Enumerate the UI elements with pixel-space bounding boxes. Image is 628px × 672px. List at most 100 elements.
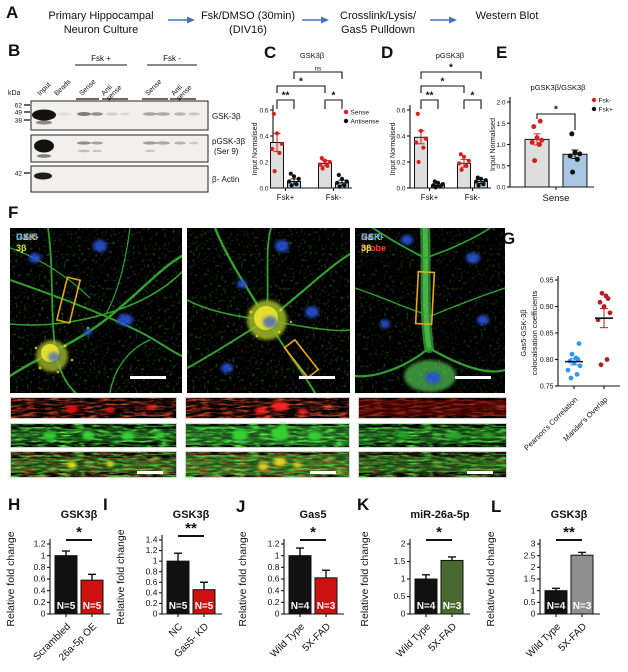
- legend-marker: [343, 118, 349, 124]
- data-point: [344, 179, 349, 184]
- protein-band: [34, 139, 54, 153]
- svg-text:1.5: 1.5: [524, 574, 536, 584]
- svg-text:1: 1: [531, 585, 536, 595]
- protein-band: [189, 141, 199, 145]
- lane-label: Sense: [144, 78, 163, 97]
- x-tick-label: Wild Type: [394, 621, 433, 660]
- svg-text:1.2: 1.2: [268, 539, 280, 549]
- svg-text:0.5: 0.5: [394, 591, 406, 601]
- data-point: [440, 182, 445, 187]
- treatment-group-label: Fsk -: [163, 54, 181, 63]
- data-point: [271, 111, 276, 116]
- data-point: [574, 156, 580, 162]
- significance-bracket: [293, 71, 343, 79]
- bar: [524, 138, 550, 188]
- x-tick-label: Fsk+: [421, 193, 439, 202]
- strip-green-3: [358, 423, 507, 448]
- x-tick-label: Pearson's Correlation: [522, 395, 579, 452]
- n-label: N=5: [83, 601, 102, 612]
- significance-bracket: [276, 85, 326, 93]
- data-point: [565, 367, 571, 373]
- protein-band: [143, 112, 157, 116]
- data-point: [598, 362, 604, 368]
- panel-label-h: H: [8, 495, 21, 514]
- data-point: [461, 154, 467, 159]
- data-point: [476, 183, 481, 188]
- channel-label: GSK-3β: [361, 232, 384, 253]
- svg-text:2.5: 2.5: [524, 550, 536, 560]
- legend-marker: [591, 97, 597, 103]
- scale-bar: [467, 471, 493, 474]
- flow-step-pulldown: Crosslink/Lysis/ Gas5 Pulldown: [330, 10, 426, 38]
- n-label: N=5: [57, 601, 76, 612]
- protein-band: [92, 149, 102, 153]
- x-tick-label: Wild Type: [524, 621, 563, 660]
- svg-text:1: 1: [401, 574, 406, 584]
- protein-band: [57, 112, 71, 116]
- x-tick-label: 5X-FAD: [301, 621, 334, 654]
- protein-band: [156, 141, 170, 145]
- y-axis-label: Relative fold change: [115, 529, 127, 624]
- lane-label: Sense: [78, 78, 97, 97]
- protein-band: [174, 112, 186, 116]
- data-point: [532, 158, 538, 164]
- data-point: [567, 153, 573, 159]
- svg-text:0.6: 0.6: [146, 577, 158, 587]
- svg-text:0.6: 0.6: [34, 574, 46, 584]
- data-point: [531, 124, 537, 130]
- flow-step-westernblot: Western Blot: [462, 10, 552, 24]
- x-tick-label: Fsk-: [326, 193, 342, 202]
- data-point: [320, 166, 325, 171]
- chart-colocalization: 0.75 0.80 0.85 0.90 0.95 Gas5-GSK-3β colocalis…: [519, 276, 620, 452]
- y-axis-label: Input Normalised: [490, 118, 497, 171]
- mw-marker-label: 38: [15, 117, 23, 124]
- legend-label: Fsk-: [599, 97, 612, 104]
- data-point: [322, 158, 328, 163]
- svg-text:0.4: 0.4: [268, 585, 280, 595]
- svg-text:1.0: 1.0: [496, 142, 505, 149]
- data-point: [416, 159, 421, 165]
- x-tick-label: Fsk-: [465, 193, 481, 202]
- roi-box: [55, 276, 82, 325]
- chart-title: GSK3β: [551, 509, 588, 521]
- y-axis-label: Input Normalised: [252, 122, 259, 175]
- data-point: [288, 171, 293, 176]
- significance-bracket: [420, 99, 439, 109]
- significance-label: *: [76, 524, 82, 541]
- flow-step-culture: Primary Hippocampal Neuron Culture: [36, 10, 166, 38]
- significance-label: *: [436, 524, 442, 541]
- data-point: [529, 139, 535, 145]
- protein-band: [120, 112, 130, 116]
- data-point: [421, 145, 426, 150]
- protein-band: [145, 149, 155, 153]
- svg-text:0: 0: [41, 609, 46, 619]
- scale-bar: [455, 376, 491, 379]
- data-point: [573, 355, 579, 361]
- panel-label-f: F: [8, 203, 19, 222]
- svg-text:0.4: 0.4: [396, 134, 405, 141]
- data-point: [296, 176, 301, 181]
- y-axis-label: colocalisation coefficients: [530, 291, 539, 376]
- chart-title: GSK3β: [300, 51, 325, 60]
- data-point: [574, 371, 580, 377]
- flow-step-line1: Primary Hippocampal: [48, 10, 154, 22]
- significance-bracket: [420, 71, 482, 79]
- data-point: [474, 179, 479, 184]
- svg-text:0.6: 0.6: [268, 574, 280, 584]
- panel-label-b: B: [8, 41, 21, 60]
- legend-label: Fsk+: [599, 106, 613, 113]
- y-axis-label: Relative fold change: [485, 531, 497, 626]
- data-point: [457, 161, 462, 166]
- significance-bracket: [536, 113, 576, 130]
- strip-red-1: [10, 397, 177, 419]
- significance-label: *: [441, 77, 445, 88]
- n-label: N=3: [317, 601, 336, 612]
- roi-box: [283, 338, 320, 379]
- data-point: [572, 150, 578, 156]
- svg-text:0.5: 0.5: [496, 163, 505, 170]
- data-point: [432, 179, 437, 184]
- flow-step-treatment: Fsk/DMSO (30min) (DIV16): [198, 10, 298, 38]
- svg-text:0.0: 0.0: [396, 186, 405, 193]
- protein-band: [36, 120, 52, 125]
- y-axis-label: Input Normalised: [390, 122, 397, 175]
